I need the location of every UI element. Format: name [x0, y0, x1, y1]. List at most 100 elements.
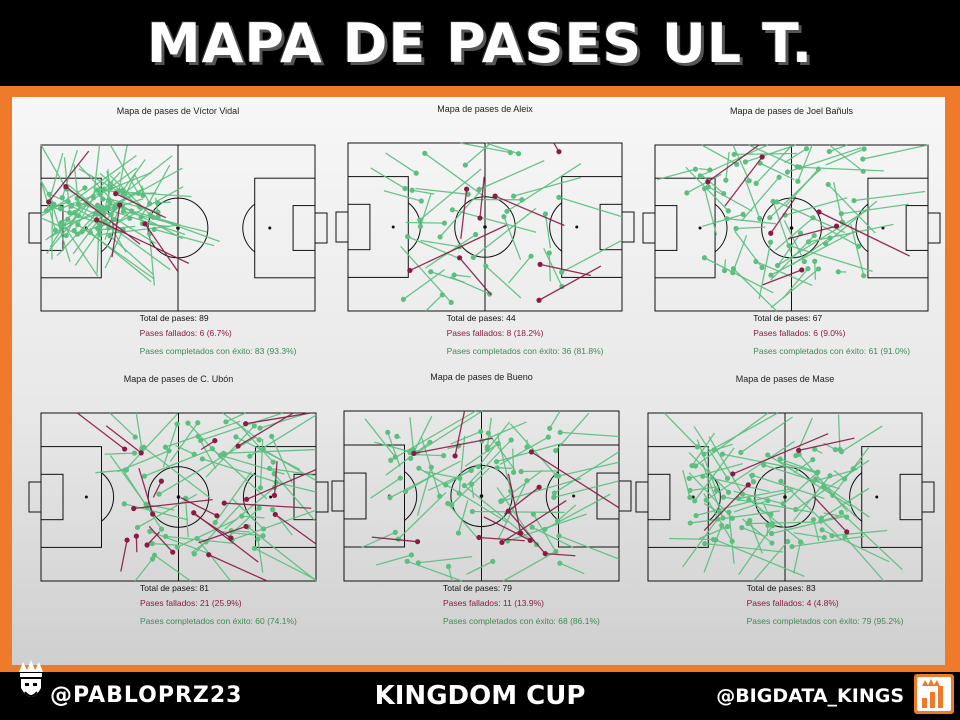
failed-pass-line — [111, 204, 121, 258]
completed-pass-line — [224, 486, 276, 530]
failed-pass-origin — [816, 209, 822, 215]
failed-pass-line — [479, 176, 485, 219]
failed-pass-line — [152, 480, 162, 498]
completed-pass-line — [853, 190, 926, 202]
completed-pass-origin — [418, 198, 424, 204]
brand-handle[interactable]: @BIGDATA_KINGS — [716, 685, 904, 707]
completed-pass-origin — [546, 250, 552, 256]
completed-pass-line — [793, 459, 814, 474]
completed-pass-line — [406, 560, 462, 582]
completed-pass-line — [748, 144, 798, 168]
completed-pass-origin — [150, 214, 156, 220]
completed-pass-origin — [174, 421, 180, 427]
total-passes-label: Total de pases: 79 — [443, 583, 512, 593]
completed-pass-origin — [805, 266, 811, 272]
failed-pass-origin — [221, 500, 227, 506]
completed-pass-origin — [740, 211, 746, 218]
failed-pass-line — [483, 516, 531, 541]
completed-pass-origin — [815, 166, 821, 172]
completed-pass-origin — [750, 479, 757, 485]
completed-pass-line — [558, 461, 620, 477]
completed-pass-line — [407, 236, 462, 260]
completed-pass-line — [478, 160, 545, 190]
completed-pass-line — [690, 510, 780, 524]
failed-pass-line — [115, 193, 166, 219]
completed-pass-origin — [469, 508, 475, 515]
completed-pass-origin — [556, 533, 562, 539]
completed-pass-line — [49, 193, 104, 218]
failed-pass-origin — [243, 523, 249, 530]
failed-pass-line — [224, 502, 312, 509]
pass-map-5: Mapa de pases de Bueno Total de pases: 79… — [331, 372, 632, 626]
completed-pass-line — [460, 142, 511, 154]
failed-pass-origin — [206, 552, 212, 558]
centre-spot — [479, 494, 484, 498]
completed-pass-line — [135, 412, 143, 449]
completed-pass-origin — [195, 420, 201, 426]
completed-pass-origin — [79, 229, 85, 235]
completed-pass-line — [770, 268, 819, 309]
completed-pass-line — [149, 530, 212, 556]
completed-pass-origin — [797, 230, 804, 236]
failed-pass-line — [454, 410, 466, 457]
completed-pass-line — [832, 447, 870, 496]
completed-pass-line — [45, 215, 79, 241]
pass-map-title: Mapa de pases de Víctor Vidal — [117, 106, 239, 116]
completed-pass-origin — [72, 209, 78, 216]
completed-pass-line — [415, 187, 469, 195]
completed-pass-line — [458, 435, 466, 494]
completed-pass-line — [118, 145, 128, 191]
pass-map-title: Mapa de pases de Joel Bañuls — [730, 106, 854, 116]
completed-pass-line — [481, 421, 527, 442]
completed-pass-origin — [445, 500, 451, 507]
completed-pass-line — [507, 513, 587, 542]
left-penalty-box — [347, 176, 409, 278]
centre-spot — [483, 225, 487, 229]
completed-pass-line — [732, 268, 778, 312]
author-handle[interactable]: @PABLOPRZ23 — [50, 683, 243, 708]
right-penalty-box — [558, 444, 620, 548]
completed-pass-origin — [147, 528, 153, 534]
completed-pass-line — [420, 239, 460, 248]
failed-passes-label: Pases fallados: 6 (6.7%) — [140, 328, 232, 338]
completed-pass-origin — [260, 533, 266, 539]
completed-pass-line — [497, 480, 528, 540]
right-six-yard-box — [292, 205, 316, 251]
completed-pass-origin — [97, 191, 103, 197]
completed-pass-origin — [120, 191, 126, 197]
completed-pass-origin — [723, 177, 729, 183]
right-penalty-box — [254, 177, 316, 279]
completed-pass-line — [153, 216, 220, 243]
failed-pass-line — [76, 412, 126, 450]
completed-pass-origin — [778, 478, 784, 484]
completed-pass-line — [689, 485, 720, 492]
completed-pass-line — [703, 188, 718, 236]
completed-pass-line — [771, 514, 848, 535]
completed-pass-origin — [251, 545, 258, 551]
completed-pass-line — [405, 475, 432, 493]
right-penalty-spot — [572, 494, 576, 498]
completed-pass-line — [815, 478, 870, 518]
completed-pass-origin — [199, 456, 205, 462]
completed-pass-line — [153, 228, 215, 247]
completed-pass-origin — [768, 530, 775, 537]
completed-pass-line — [257, 538, 264, 573]
completed-pass-line — [405, 221, 445, 224]
completed-pass-origin — [162, 444, 169, 450]
failed-pass-line — [798, 437, 855, 452]
completed-pass-line — [116, 205, 179, 225]
right-penalty-arc — [549, 202, 563, 252]
failed-pass-origin — [122, 446, 128, 452]
completed-pass-origin — [860, 156, 866, 162]
completed-pass-origin — [738, 449, 744, 456]
completed-pass-line — [360, 531, 396, 549]
completed-pass-line — [385, 441, 431, 476]
completed-pass-origin — [422, 150, 428, 156]
left-penalty-arc — [714, 203, 728, 253]
failed-pass-origin — [271, 492, 278, 498]
left-penalty-spot — [84, 495, 88, 499]
completed-pass-line — [782, 471, 819, 505]
completed-pass-line — [420, 437, 441, 497]
completed-pass-line — [364, 418, 396, 458]
completed-pass-origin — [417, 223, 424, 230]
